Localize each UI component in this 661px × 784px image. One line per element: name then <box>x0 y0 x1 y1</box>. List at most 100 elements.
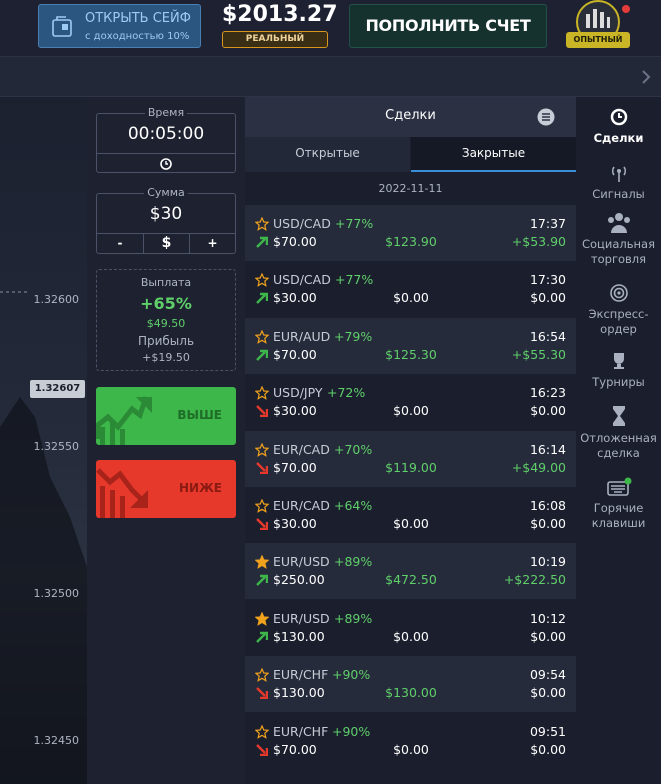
stake: $30.00 <box>273 516 317 531</box>
express-icon <box>609 284 628 302</box>
arrow-up <box>256 349 268 361</box>
sidebar-label: Экспресс-ордер <box>588 307 649 336</box>
favorite-star[interactable] <box>255 724 269 739</box>
amount-box[interactable]: Сумма $30 - $ + <box>96 186 236 254</box>
stake: $30.00 <box>273 290 317 306</box>
favorite-star[interactable] <box>255 442 269 457</box>
trade-row[interactable]: EUR/CAD +70% 16:14 $70.00 $119.00 +$49.00 <box>245 430 576 487</box>
pair: EUR/CAD <box>273 498 330 513</box>
sidebar-label: Горячие клавиши <box>591 501 646 530</box>
percent: +79% <box>334 328 373 344</box>
time-label-text: Время <box>144 106 188 119</box>
arrow-shape <box>256 687 268 700</box>
trade-row[interactable]: USD/CAD +77% 17:37 $70.00 $123.90 +$53.90 <box>245 205 576 261</box>
minus-button[interactable]: - <box>117 236 123 250</box>
open-safe-button[interactable]: ОТКРЫТЬ СЕЙФ с доходностью 10% <box>38 4 201 48</box>
percent: +89% <box>334 554 373 570</box>
trade-row[interactable]: EUR/CAD +64% 16:08 $30.00 $0.00 $0.00 <box>245 487 576 543</box>
star-shape <box>255 386 269 401</box>
tab[interactable]: Открытые <box>245 137 410 172</box>
pair: USD/CAD <box>273 272 331 288</box>
stake: $130.00 <box>273 685 325 701</box>
trade-row[interactable]: USD/CAD +77% 17:30 $30.00 $0.00 $0.00 <box>245 261 576 318</box>
tab[interactable]: Закрытые <box>411 137 576 172</box>
down-button[interactable]: НИЖЕ <box>96 460 236 518</box>
sidebar-item[interactable]: Сделки <box>576 107 661 146</box>
currency-button[interactable]: $ <box>143 234 189 254</box>
arrow-down <box>256 687 268 700</box>
time-box[interactable]: Время 00:05:00 <box>96 106 236 173</box>
profit-label: Прибыль <box>137 334 195 348</box>
time-label: Время <box>97 106 235 119</box>
close-time: 09:54 <box>529 667 566 683</box>
percent: +72% <box>327 385 366 401</box>
profit: +$222.50 <box>503 572 566 588</box>
trade-row[interactable]: EUR/CHF +90% 09:54 $130.00 $130.00 $0.00 <box>245 656 576 713</box>
amount-label-text: Сумма <box>144 186 188 199</box>
favorite-star[interactable] <box>255 611 269 626</box>
trade-row[interactable]: EUR/AUD +79% 16:54 $70.00 $125.30 +$55.30 <box>245 317 576 374</box>
balance: $2013.27 <box>222 2 338 27</box>
star-shape <box>255 668 269 683</box>
favorite-star[interactable] <box>255 329 269 344</box>
trade-row[interactable]: USD/JPY +72% 16:23 $30.00 $0.00 $0.00 <box>245 374 576 431</box>
payout: $125.30 <box>385 346 437 362</box>
stake: $70.00 <box>273 346 317 362</box>
favorite-star[interactable] <box>255 668 269 683</box>
up-label: ВЫШЕ <box>177 408 222 422</box>
arrow-shape <box>256 518 268 530</box>
divider <box>97 153 235 154</box>
profit: +$53.90 <box>511 234 566 249</box>
close-time: 09:51 <box>529 723 566 739</box>
avatar[interactable] <box>574 0 634 40</box>
up-icon <box>96 396 152 445</box>
pair: EUR/USD <box>273 554 330 570</box>
favorite-star[interactable] <box>255 555 269 570</box>
arrow-shape <box>256 405 268 418</box>
favorite-star[interactable] <box>255 217 269 231</box>
payout: $0.00 <box>393 741 429 757</box>
close-time: 17:30 <box>529 272 566 288</box>
up-button[interactable]: ВЫШЕ <box>96 387 236 445</box>
sidebar-item[interactable]: Горячие клавиши <box>576 477 661 531</box>
favorite-star[interactable] <box>255 499 269 513</box>
sidebar-item[interactable]: Экспресс-ордер <box>576 283 661 337</box>
deposit-button[interactable]: ПОПОЛНИТЬ СЧЕТ <box>349 4 547 48</box>
sidebar-item[interactable]: Социальная торговля <box>576 211 661 267</box>
profit-value: +$19.50 <box>142 351 190 364</box>
sidebar-item[interactable]: Турниры <box>576 351 661 390</box>
price-tag: 1.32607 <box>30 380 85 398</box>
trade-row[interactable]: EUR/USD +89% 10:19 $250.00 $472.50 +$222.50 <box>245 543 576 600</box>
favorite-star[interactable] <box>255 386 269 401</box>
chevron[interactable] <box>640 70 652 84</box>
account-type[interactable]: РЕАЛЬНЫЙ <box>222 31 328 48</box>
stake: $130.00 <box>273 628 325 644</box>
sidebar-label: Сигналы <box>592 187 645 201</box>
pair: EUR/AUD <box>273 328 331 344</box>
payout: $472.50 <box>385 572 437 588</box>
pair: EUR/CAD <box>273 441 330 457</box>
percent: +89% <box>334 610 373 626</box>
percent: +77% <box>335 272 374 288</box>
percent: +90% <box>332 723 371 739</box>
favorite-star[interactable] <box>255 273 269 288</box>
plus-button[interactable]: + <box>189 234 235 254</box>
pair: EUR/USD <box>273 610 330 626</box>
trade-row[interactable]: EUR/USD +89% 10:12 $130.00 $0.00 $0.00 <box>245 599 576 656</box>
trade-row[interactable]: EUR/CHF +90% 09:51 $70.00 $0.00 $0.00 <box>245 712 576 769</box>
close-time: 10:19 <box>529 554 566 570</box>
stake: $70.00 <box>273 459 317 475</box>
payout-box: Выплата +65% $49.50 Прибыль +$19.50 <box>96 269 236 371</box>
sidebar-item[interactable]: Отложенная сделка <box>576 405 661 461</box>
safe-subtitle: с доходностью 10% <box>85 31 190 42</box>
close-time: 16:23 <box>529 385 566 401</box>
pair: USD/CAD <box>273 216 331 231</box>
payout-amount: $49.50 <box>146 317 186 330</box>
down-label: НИЖЕ <box>179 481 222 495</box>
payout: $0.00 <box>393 628 429 644</box>
list-icon[interactable] <box>537 108 555 126</box>
sidebar-item[interactable]: Сигналы <box>576 163 661 202</box>
hourglass-icon <box>612 406 625 426</box>
stake: $70.00 <box>273 234 317 249</box>
